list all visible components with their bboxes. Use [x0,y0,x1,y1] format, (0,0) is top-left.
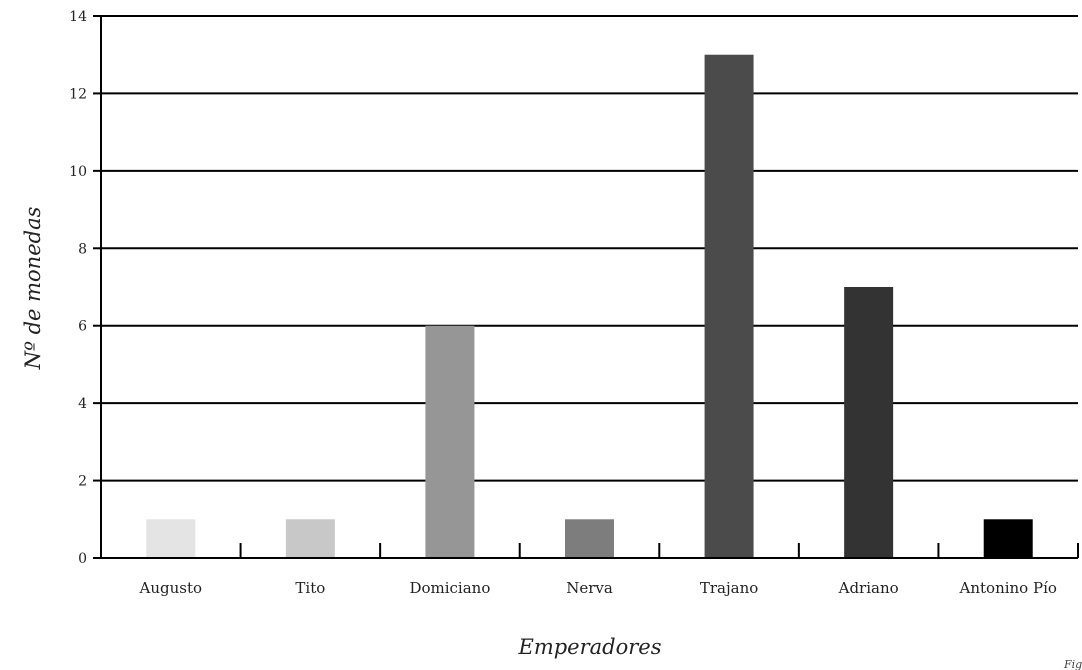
bar-trajano [704,54,754,558]
x-tick-label: Augusto [139,579,203,597]
figure-corner-text: Fig [1063,658,1082,670]
bar-tito [285,519,335,558]
x-tick-label: Tito [295,579,325,597]
y-tick-label: 14 [69,9,87,25]
bar-domiciano [425,325,475,558]
y-tick-label: 6 [78,319,87,335]
y-tick-label: 10 [69,164,87,180]
bar-antonino-p-o [983,519,1033,558]
bar-adriano [844,287,894,558]
gridlines [101,15,1078,482]
bar-nerva [565,519,614,558]
y-tick-label: 12 [69,86,87,102]
x-tick-label: Domiciano [409,579,490,597]
y-axis-title: Nº de monedas [21,206,45,370]
bars [146,54,1033,558]
x-tick-label: Antonino Pío [959,579,1057,597]
y-tick-labels: 0 2 4 6 8 10 12 14 [69,9,87,567]
axes [93,15,1079,559]
bar-augusto [146,519,196,558]
x-tick-label: Nerva [566,579,613,597]
y-tick-label: 2 [78,474,87,490]
y-tick-label: 8 [78,241,87,257]
x-tick-labels: Augusto Tito Domiciano Nerva Trajano Adriano A… [139,579,1057,597]
x-axis-title: Emperadores [517,635,661,659]
x-tick-label: Trajano [700,579,758,597]
x-tick-label: Adriano [838,579,899,597]
y-tick-label: 0 [78,551,87,567]
y-tick-label: 4 [78,396,87,412]
